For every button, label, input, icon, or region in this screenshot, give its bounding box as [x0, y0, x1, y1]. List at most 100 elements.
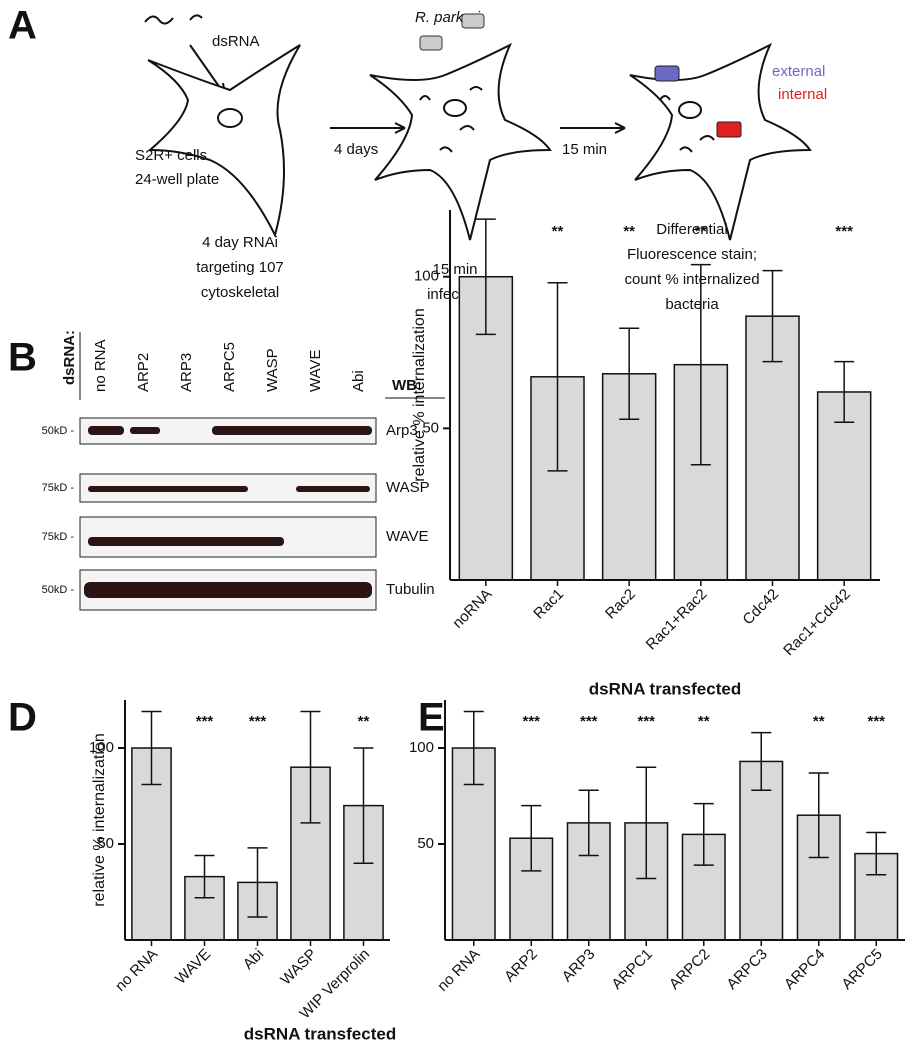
cells-label: 24-well plate — [135, 171, 219, 188]
caption: cytoskeletal — [201, 284, 279, 301]
lane-label: WASP — [264, 348, 281, 392]
arrow-label: 4 days — [334, 141, 378, 158]
band — [212, 426, 372, 435]
x-axis-label: dsRNA transfected — [589, 679, 741, 698]
x-tick-label: WASP — [277, 946, 320, 989]
x-tick-label: ARP3 — [559, 946, 599, 986]
arrow — [330, 122, 406, 134]
caption: 4 day RNAi — [202, 234, 278, 251]
cell — [147, 44, 301, 238]
x-tick-label: Rac2 — [602, 586, 639, 623]
significance: *** — [522, 713, 540, 730]
lane-label: no RNA — [92, 339, 109, 392]
caption: count % internalized — [624, 271, 759, 288]
y-axis-label: relative % internalization — [91, 733, 108, 906]
dsrna-squiggle — [144, 14, 203, 25]
x-tick-label: ARPC4 — [781, 946, 828, 993]
significance: *** — [249, 713, 267, 730]
internal-label: internal — [778, 86, 827, 103]
x-tick-label: ARPC3 — [723, 946, 770, 993]
x-tick-label: WAVE — [172, 946, 214, 988]
x-tick-label: Abi — [240, 946, 267, 973]
y-tick-label: 100 — [409, 739, 434, 756]
significance: ** — [698, 713, 710, 730]
x-tick-label: Rac1+Rac2 — [643, 586, 711, 654]
bacterium — [419, 35, 443, 51]
lane-label: ARP3 — [178, 353, 195, 392]
panel-label: B — [8, 336, 37, 380]
x-tick-label: Rac1 — [530, 586, 567, 623]
marker-label: 50kD - — [42, 584, 75, 596]
significance: *** — [867, 713, 885, 730]
band — [88, 537, 284, 546]
nucleus — [443, 99, 467, 117]
marker-label: 75kD - — [42, 531, 75, 543]
lane-label: Abi — [350, 370, 367, 392]
x-tick-label: no RNA — [112, 946, 161, 995]
x-tick-label: ARPC2 — [666, 946, 713, 993]
nucleus — [678, 101, 702, 119]
lane-label: WAVE — [307, 349, 324, 392]
x-tick-label: noRNA — [449, 586, 495, 632]
dsrna-label: dsRNA — [212, 33, 260, 50]
protein-label: WASP — [386, 479, 430, 496]
lane-label: ARPC5 — [221, 342, 238, 392]
actin — [419, 86, 483, 153]
significance: *** — [580, 713, 598, 730]
panel-label: E — [418, 696, 445, 740]
band — [84, 582, 372, 598]
y-tick-label: 100 — [89, 739, 114, 756]
marker-label: 75kD - — [42, 482, 75, 494]
x-tick-label: ARPC5 — [838, 946, 885, 993]
marker-label: 50kD - — [42, 425, 75, 437]
lanes-title: dsRNA: — [61, 330, 78, 385]
caption: 15 min — [432, 261, 477, 278]
x-tick-label: ARP2 — [501, 946, 541, 986]
bacterium — [461, 13, 485, 29]
protein-label: WAVE — [386, 528, 429, 545]
cell — [629, 42, 812, 241]
x-tick-label: Rac1+Cdc42 — [780, 586, 854, 660]
caption: targeting 107 — [196, 259, 284, 276]
lane-label: ARP2 — [135, 353, 152, 392]
panel-label: D — [8, 696, 37, 740]
caption: Differential — [656, 221, 727, 238]
x-axis-label: dsRNA transfected — [244, 1024, 396, 1043]
band — [296, 486, 370, 492]
protein-label: Arp3 — [386, 422, 418, 439]
arrow-label: 15 min — [562, 141, 607, 158]
x-tick-label: ARPC1 — [608, 946, 655, 993]
bar — [624, 822, 669, 941]
significance: ** — [358, 713, 370, 730]
significance: *** — [835, 223, 853, 240]
x-tick-label: no RNA — [434, 946, 483, 995]
band — [88, 486, 248, 492]
panel-label: A — [8, 4, 37, 48]
x-tick-label: Cdc42 — [739, 586, 782, 629]
band — [88, 426, 124, 435]
nucleus — [217, 108, 243, 128]
arrow — [560, 122, 626, 134]
external-label: external — [772, 63, 825, 80]
caption: bacteria — [665, 296, 719, 313]
protein-label: Tubulin — [386, 581, 435, 598]
caption: Fluorescence stain; — [627, 246, 757, 263]
cells-label: S2R+ cells — [135, 147, 207, 164]
significance: ** — [813, 713, 825, 730]
significance: ** — [695, 223, 707, 240]
bar — [816, 391, 872, 581]
wb-title: WB: — [392, 377, 422, 394]
actin — [659, 95, 715, 153]
significance: *** — [637, 713, 655, 730]
band — [130, 427, 160, 434]
significance: ** — [552, 223, 564, 240]
cell — [369, 42, 552, 241]
y-axis-label: relative % internalization — [411, 308, 428, 481]
significance: ** — [623, 223, 635, 240]
y-tick-label: 50 — [417, 835, 434, 852]
external-bacterium — [654, 65, 680, 82]
bands — [84, 426, 372, 598]
internal-bacterium — [716, 121, 742, 138]
y-tick-label: 50 — [422, 419, 439, 436]
